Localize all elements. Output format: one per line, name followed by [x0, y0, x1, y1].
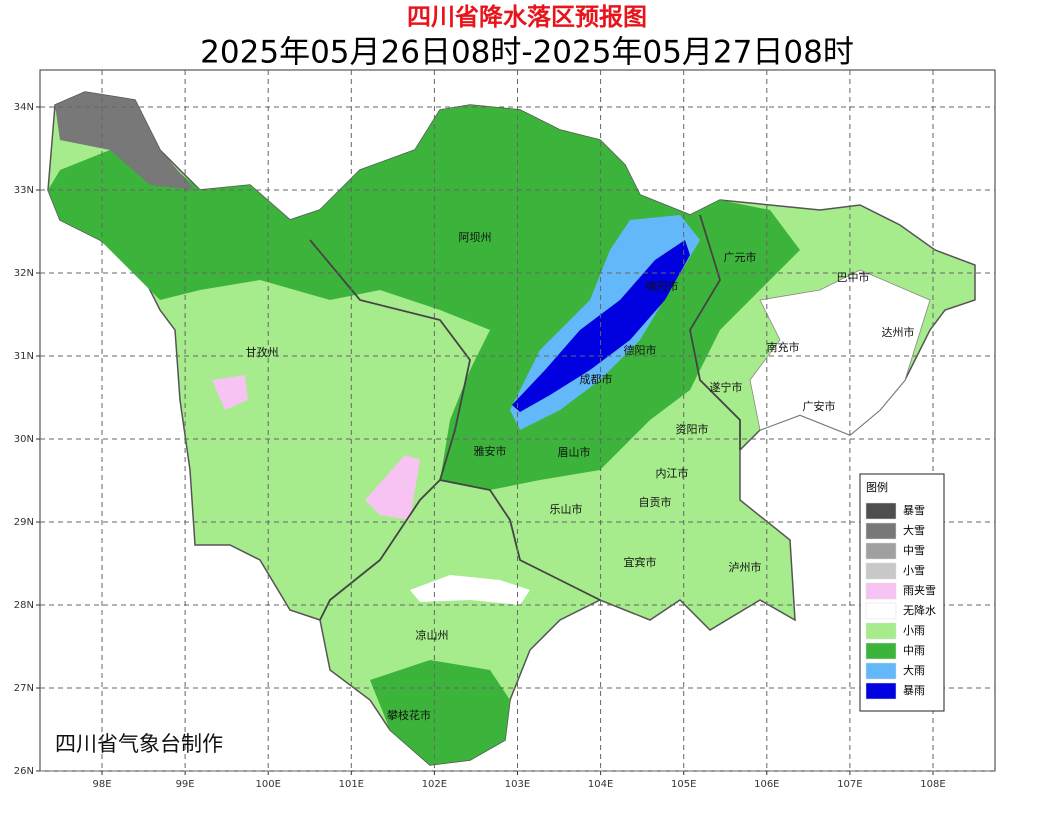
credit: 四川省气象台制作 — [55, 732, 223, 756]
city-label: 绵阳市 — [646, 279, 679, 293]
lat-tick-label: 32N — [14, 268, 34, 279]
lat-tick-label: 31N — [14, 351, 34, 362]
city-label: 德阳市 — [624, 343, 657, 357]
city-label: 攀枝花市 — [387, 708, 431, 722]
city-labels: 阿坝州 广元市 巴中市 绵阳市 达州市 甘孜州 德阳市 南充市 成都市 遂宁市 … — [246, 230, 915, 722]
lon-tick-label: 102E — [422, 779, 447, 790]
lat-tick-label: 27N — [14, 683, 34, 694]
lon-tick-label: 104E — [588, 779, 613, 790]
snow-area — [55, 92, 195, 190]
city-label: 成都市 — [580, 372, 613, 386]
lat-tick-label: 34N — [14, 102, 34, 113]
precip-regions — [47, 91, 976, 766]
lon-tick-label: 100E — [255, 779, 280, 790]
sleet-area — [212, 375, 248, 410]
moderate-rain-area — [370, 660, 510, 765]
graticule: 98E 99E 100E 101E 102E 103E 104E 105E 106E 107E 10… — [14, 70, 995, 790]
lon-tick-label: 99E — [176, 779, 195, 790]
city-label: 内江市 — [656, 466, 689, 480]
legend-label: 无降水 — [903, 603, 936, 617]
legend-swatch — [865, 522, 897, 540]
legend-swatch — [865, 622, 897, 640]
legend-swatch — [865, 582, 897, 600]
city-label: 南充市 — [767, 340, 800, 354]
city-label: 眉山市 — [558, 445, 591, 459]
lon-tick-label: 108E — [920, 779, 945, 790]
lon-tick-label: 101E — [339, 779, 364, 790]
lat-tick-label: 30N — [14, 434, 34, 445]
legend-label: 暴雨 — [903, 684, 925, 697]
subtitle: 2025年05月26日08时-2025年05月27日08时 — [200, 35, 854, 71]
legend-swatch — [865, 502, 897, 520]
city-label: 阿坝州 — [459, 230, 492, 244]
legend-swatch — [865, 562, 897, 580]
no-precip-area — [410, 575, 530, 605]
city-label: 遂宁市 — [710, 380, 743, 394]
legend-label: 小雨 — [903, 624, 925, 637]
city-label: 泸州市 — [729, 560, 762, 574]
legend-label: 大雨 — [903, 663, 925, 677]
city-label: 广安市 — [803, 399, 836, 413]
lat-tick-label: 29N — [14, 517, 34, 528]
legend-swatch — [865, 602, 897, 620]
city-label: 凉山州 — [416, 628, 449, 642]
legend-swatch — [865, 682, 897, 700]
city-label: 广元市 — [724, 250, 757, 264]
city-label: 自贡市 — [639, 495, 672, 509]
lon-tick-label: 107E — [837, 779, 862, 790]
legend-swatch — [865, 642, 897, 660]
lon-tick-label: 98E — [92, 779, 111, 790]
city-label: 资阳市 — [676, 422, 709, 436]
region-border — [689, 214, 741, 450]
city-label: 雅安市 — [474, 444, 507, 458]
lat-tick-label: 28N — [14, 600, 34, 611]
city-label: 达州市 — [882, 325, 915, 339]
legend-label: 暴雪 — [903, 504, 925, 517]
lat-tick-label: 26N — [14, 766, 34, 777]
legend-label: 中雨 — [903, 644, 925, 657]
city-label: 巴中市 — [837, 270, 870, 284]
legend-label: 大雪 — [903, 523, 925, 537]
sleet-area — [365, 455, 420, 520]
lon-tick-label: 106E — [754, 779, 779, 790]
city-label: 乐山市 — [550, 502, 583, 516]
lon-tick-label: 103E — [505, 779, 530, 790]
legend-swatch — [865, 542, 897, 560]
legend-label: 中雪 — [903, 544, 925, 557]
city-label: 宜宾市 — [624, 555, 657, 569]
region-border — [319, 479, 441, 621]
title: 四川省降水落区预报图 — [407, 3, 647, 31]
legend-label: 小雪 — [903, 564, 925, 577]
legend-title: 图例 — [866, 480, 888, 494]
moderate-rain-area — [48, 105, 800, 490]
legend-label: 雨夹雪 — [903, 584, 936, 597]
lon-tick-label: 105E — [671, 779, 696, 790]
lat-tick-label: 33N — [14, 185, 34, 196]
legend-swatch — [865, 662, 897, 680]
city-label: 甘孜州 — [246, 345, 279, 359]
